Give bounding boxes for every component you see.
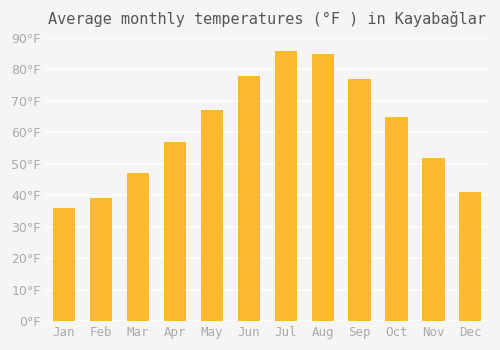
Bar — [53, 208, 75, 321]
Bar — [348, 79, 370, 321]
Title: Average monthly temperatures (°F ) in Kayabağlar: Average monthly temperatures (°F ) in Ka… — [48, 11, 486, 27]
Bar — [127, 173, 149, 321]
Bar — [422, 158, 444, 321]
Bar — [238, 76, 260, 321]
Bar — [312, 54, 334, 321]
Bar — [274, 51, 296, 321]
Bar — [164, 142, 186, 321]
Bar — [386, 117, 407, 321]
Bar — [200, 110, 223, 321]
Bar — [460, 192, 481, 321]
Bar — [90, 198, 112, 321]
